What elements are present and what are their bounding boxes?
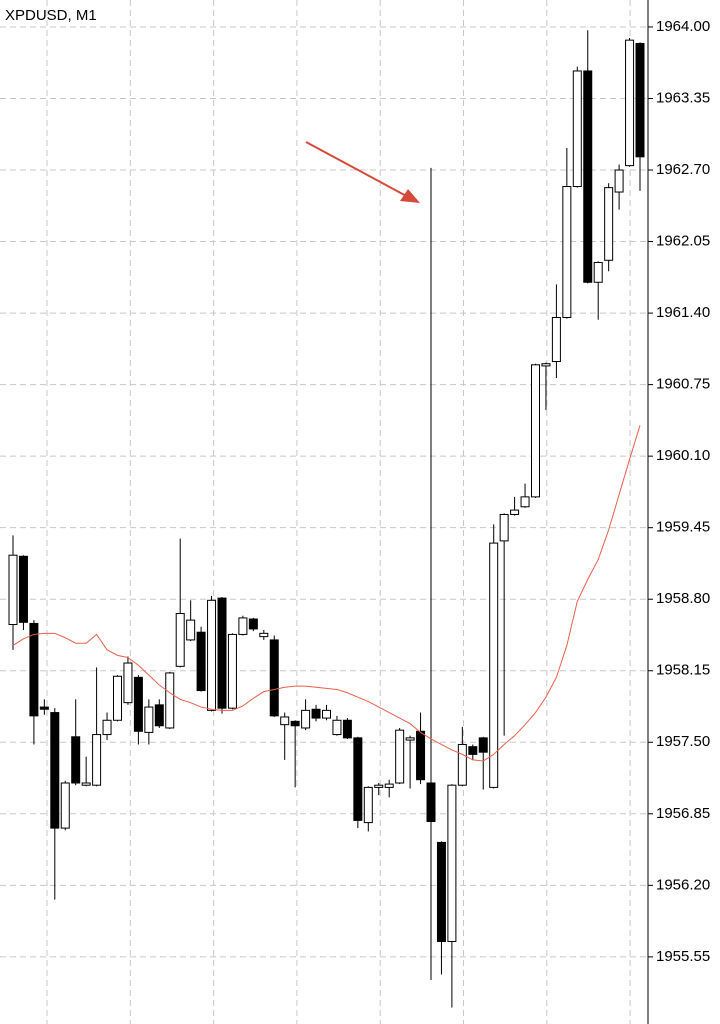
candle-body <box>614 169 624 193</box>
candle-body <box>468 746 478 755</box>
candle-body <box>426 782 436 823</box>
candle-body <box>259 632 269 638</box>
candle-body <box>604 187 614 261</box>
candle-body <box>71 736 81 784</box>
y-tick-label: 1963.35 <box>656 89 710 106</box>
candle-body <box>541 363 551 367</box>
candle-body <box>562 186 572 318</box>
moving-average-line <box>12 425 641 762</box>
candle-body <box>144 706 154 733</box>
candle-body <box>447 784 457 942</box>
candle-body <box>583 70 593 283</box>
candle-body <box>175 613 185 667</box>
candle-body <box>113 675 122 721</box>
candle-body <box>551 316 561 363</box>
plot <box>8 30 645 1008</box>
candle-body <box>311 708 321 719</box>
candle-body <box>457 743 467 786</box>
candle-body <box>625 39 635 167</box>
candle-body <box>133 676 143 732</box>
candle-body <box>50 712 60 829</box>
y-tick-label: 1964.00 <box>656 18 710 35</box>
y-tick-label: 1958.15 <box>656 662 710 679</box>
y-tick-label: 1956.20 <box>656 876 710 893</box>
candle-body <box>478 737 488 753</box>
y-tick-label: 1960.75 <box>656 376 710 393</box>
chart-title: XPDUSD, M1 <box>5 7 97 24</box>
candle-body <box>416 730 426 781</box>
candle-body <box>332 719 342 736</box>
candle-body <box>290 720 300 727</box>
candle-body <box>238 617 248 635</box>
candle-body <box>102 719 112 736</box>
candle-body <box>39 706 49 710</box>
candle-body <box>374 784 384 788</box>
candle-body <box>395 729 405 784</box>
candle-body <box>531 364 540 498</box>
candle-body <box>593 261 603 283</box>
candle-body <box>217 597 227 709</box>
candle-body <box>196 631 206 692</box>
candle-body <box>635 42 645 158</box>
candle-body <box>405 737 415 741</box>
candle-body <box>154 704 164 727</box>
candle-body <box>499 513 509 542</box>
y-tick-label: 1955.55 <box>656 948 710 965</box>
y-tick-label: 1961.40 <box>656 304 710 321</box>
candle-body <box>510 509 520 515</box>
candle-body <box>123 662 133 704</box>
candle-body <box>363 786 373 824</box>
candle-body <box>322 709 331 719</box>
y-tick-label: 1956.85 <box>656 805 710 822</box>
candle-body <box>353 737 363 821</box>
candle-body <box>186 619 196 641</box>
candle-body <box>489 542 499 788</box>
candle-body <box>342 719 352 739</box>
y-tick-label: 1962.05 <box>656 233 710 250</box>
y-tick-label: 1957.50 <box>656 733 710 750</box>
y-tick-label: 1958.80 <box>656 590 710 607</box>
candle-body <box>384 783 394 788</box>
candle-body <box>301 709 311 729</box>
y-tick-label: 1960.10 <box>656 447 710 464</box>
candle-body <box>280 716 290 726</box>
candle-body <box>81 782 91 786</box>
candle-body <box>8 554 18 626</box>
candle-body <box>436 841 446 942</box>
candle-body <box>92 734 102 786</box>
annotation-arrow <box>305 141 420 203</box>
candle-body <box>29 622 39 717</box>
y-tick-label: 1962.70 <box>656 161 710 178</box>
candle-body <box>520 496 530 508</box>
candle-body <box>248 618 258 630</box>
candle-body <box>60 782 70 829</box>
candle-body <box>572 70 582 188</box>
candle-body <box>18 555 28 623</box>
candle-body <box>207 599 217 711</box>
candle-body <box>269 639 279 717</box>
candle-body <box>165 672 175 729</box>
candle-body <box>227 633 237 709</box>
y-tick-label: 1959.45 <box>656 519 710 536</box>
